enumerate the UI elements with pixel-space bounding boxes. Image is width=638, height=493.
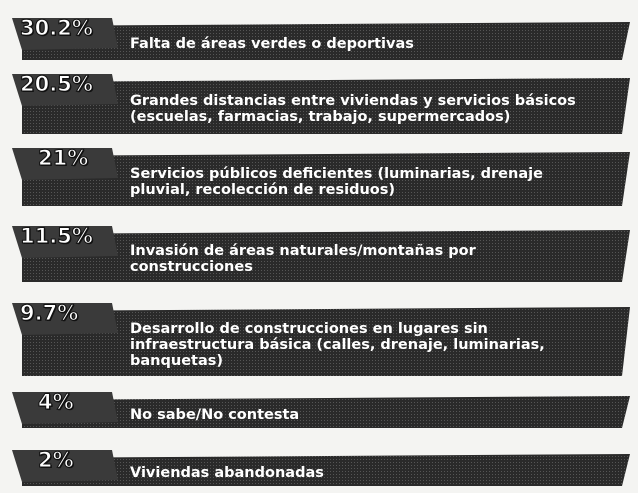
percent: 4% [38, 390, 75, 415]
label-line: pluvial, recolección de residuos) [130, 182, 396, 198]
percent-tab [12, 450, 118, 482]
label-line: (escuelas, farmacias, trabajo, supermerc… [130, 109, 511, 125]
label: Servicios públicos deficientes (luminari… [130, 166, 543, 198]
label: Desarrollo de construcciones en lugares … [130, 321, 545, 369]
band [22, 230, 630, 282]
label-line: Invasión de áreas naturales/montañas por [130, 243, 476, 259]
label-line: No sabe/No contesta [130, 407, 300, 423]
label-line: infraestructura básica (calles, drenaje,… [130, 336, 545, 353]
label-line: Falta de áreas verdes o deportivas [130, 36, 414, 52]
percent: 11.5% [20, 224, 94, 249]
percent: 21% [37, 146, 89, 171]
band [22, 307, 630, 376]
label-line: Desarrollo de construcciones en lugares … [130, 320, 488, 337]
percent: 20.5% [20, 72, 94, 97]
label-line: banquetas) [130, 352, 223, 369]
band [22, 78, 630, 134]
percent-tab [12, 74, 118, 106]
percent-tab [12, 226, 118, 258]
percent-tab [12, 18, 118, 50]
percent-tab [12, 392, 118, 424]
label-line: construcciones [130, 259, 253, 275]
label: Invasión de áreas naturales/montañas por… [130, 243, 476, 275]
label-line: Servicios públicos deficientes (luminari… [130, 166, 543, 182]
label: Viviendas abandonadas [130, 465, 324, 481]
label-line: Viviendas abandonadas [130, 465, 324, 481]
band [22, 454, 630, 486]
label: Falta de áreas verdes o deportivas [130, 36, 414, 52]
label: Grandes distancias entre viviendas y ser… [130, 93, 576, 125]
percent: 2% [38, 448, 75, 473]
band [22, 396, 630, 428]
percent: 30.2% [20, 16, 94, 41]
percent-tab [12, 148, 118, 180]
band [22, 22, 630, 60]
percent: 9.7% [19, 301, 79, 326]
label-line: Grandes distancias entre viviendas y ser… [130, 93, 576, 109]
percent-tab [12, 303, 118, 335]
band [22, 152, 630, 206]
label: No sabe/No contesta [130, 407, 299, 423]
